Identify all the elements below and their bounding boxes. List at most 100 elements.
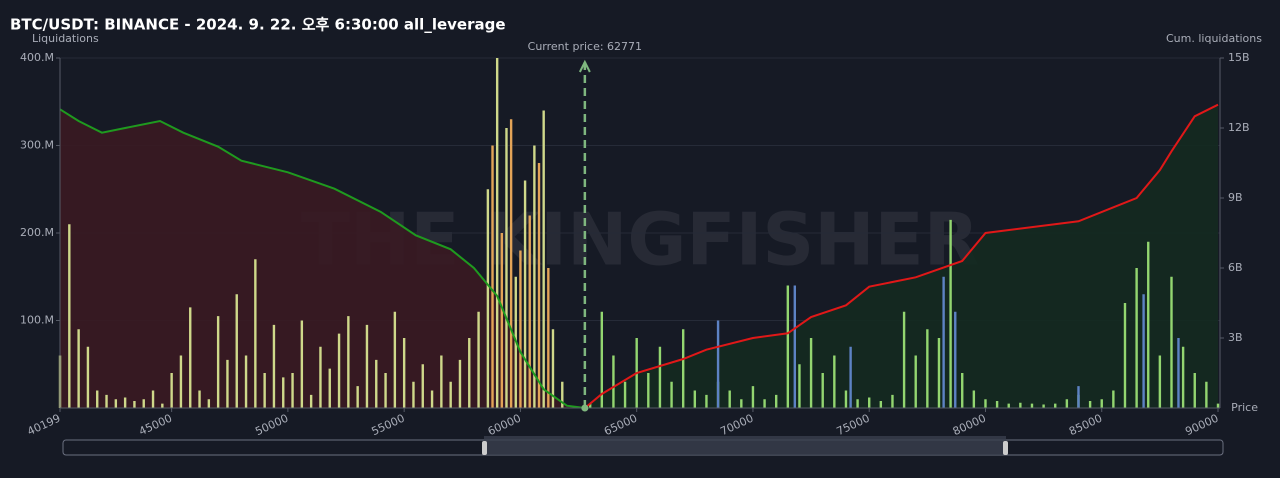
bar — [1177, 338, 1180, 408]
bar — [984, 399, 987, 408]
bar — [1100, 399, 1103, 408]
bar — [528, 215, 531, 408]
bar — [1170, 276, 1173, 408]
bar — [468, 338, 471, 408]
y-tick-label: 400.M — [20, 51, 54, 64]
bar — [235, 294, 238, 408]
bar — [1088, 401, 1092, 408]
bar — [1123, 303, 1127, 408]
bar — [1142, 294, 1145, 408]
bar — [537, 163, 541, 408]
current-price-dot — [581, 404, 589, 412]
cum-area — [584, 104, 1218, 408]
bar — [216, 316, 220, 408]
bar — [105, 394, 108, 408]
bar — [77, 329, 80, 408]
scroll-window[interactable] — [484, 436, 1006, 455]
bar — [207, 399, 211, 408]
bar — [430, 390, 434, 408]
bar — [272, 324, 276, 408]
bar — [588, 403, 592, 408]
y2-tick-label: 3B — [1228, 331, 1243, 344]
bar — [1054, 403, 1057, 408]
bar — [1077, 386, 1080, 408]
scroll-handle-right[interactable] — [1003, 441, 1008, 455]
chart-title: BTC/USDT: BINANCE - 2024. 9. 22. 오후 6:30… — [10, 16, 506, 34]
bar — [1030, 403, 1034, 408]
bar — [1147, 241, 1150, 408]
y2-axis-label: Cum. liquidations — [1166, 32, 1262, 45]
bar — [670, 381, 673, 408]
bar — [833, 355, 836, 408]
bar — [623, 381, 627, 408]
bar — [263, 373, 266, 408]
bar — [495, 58, 499, 408]
bar — [954, 311, 957, 408]
bar — [902, 311, 906, 408]
x-axis-label: Price — [1231, 401, 1258, 414]
y-axis-label: Liquidations — [32, 32, 99, 45]
bar — [763, 399, 766, 408]
bar — [942, 276, 945, 408]
bar — [393, 311, 397, 408]
bar — [328, 368, 331, 408]
bar — [1193, 373, 1196, 408]
bar — [523, 180, 527, 408]
bar — [477, 311, 480, 408]
bar — [519, 250, 522, 408]
bar — [114, 399, 118, 408]
bar — [347, 316, 350, 408]
bar — [856, 399, 859, 408]
cum-line — [584, 103, 1219, 409]
bar — [509, 119, 513, 408]
bar — [751, 386, 755, 408]
bar — [937, 338, 941, 408]
bar — [809, 338, 813, 408]
bar — [868, 397, 871, 408]
bar — [547, 268, 550, 408]
bar — [740, 399, 743, 408]
bar — [412, 381, 415, 408]
plot-area — [58, 57, 1220, 409]
bar — [189, 307, 192, 408]
bar — [793, 285, 797, 408]
bar — [282, 377, 285, 408]
bar — [716, 320, 720, 408]
bar — [972, 390, 976, 408]
bar — [926, 329, 929, 408]
bar — [798, 364, 801, 408]
bar — [86, 346, 90, 408]
bar — [821, 373, 824, 408]
bar — [995, 401, 999, 408]
bar — [844, 390, 848, 408]
bar — [891, 394, 894, 408]
scroll-handle-left[interactable] — [482, 441, 487, 455]
bar — [96, 390, 99, 408]
bar — [949, 219, 952, 408]
bar — [226, 359, 229, 408]
y-tick-label: 200.M — [20, 226, 54, 239]
bar — [319, 346, 322, 408]
bar — [658, 346, 662, 408]
bar — [1112, 390, 1115, 408]
bar — [612, 355, 615, 408]
bar — [142, 399, 145, 408]
bar — [375, 359, 378, 408]
bar — [151, 390, 155, 408]
bar — [458, 359, 462, 408]
bar — [879, 401, 883, 408]
y2-tick-label: 6B — [1228, 261, 1243, 274]
bar — [561, 381, 564, 408]
bar — [693, 390, 697, 408]
bar — [500, 233, 504, 408]
bar — [254, 259, 257, 408]
bar — [647, 373, 650, 408]
bar — [1042, 404, 1045, 408]
y2-tick-label: 15B — [1228, 51, 1250, 64]
y2-tick-label: 9B — [1228, 191, 1243, 204]
bar — [123, 397, 127, 408]
bar — [365, 324, 369, 408]
y-tick-label: 100.M — [20, 314, 54, 327]
bar — [161, 403, 164, 408]
y2-tick-label: 12B — [1228, 121, 1250, 134]
